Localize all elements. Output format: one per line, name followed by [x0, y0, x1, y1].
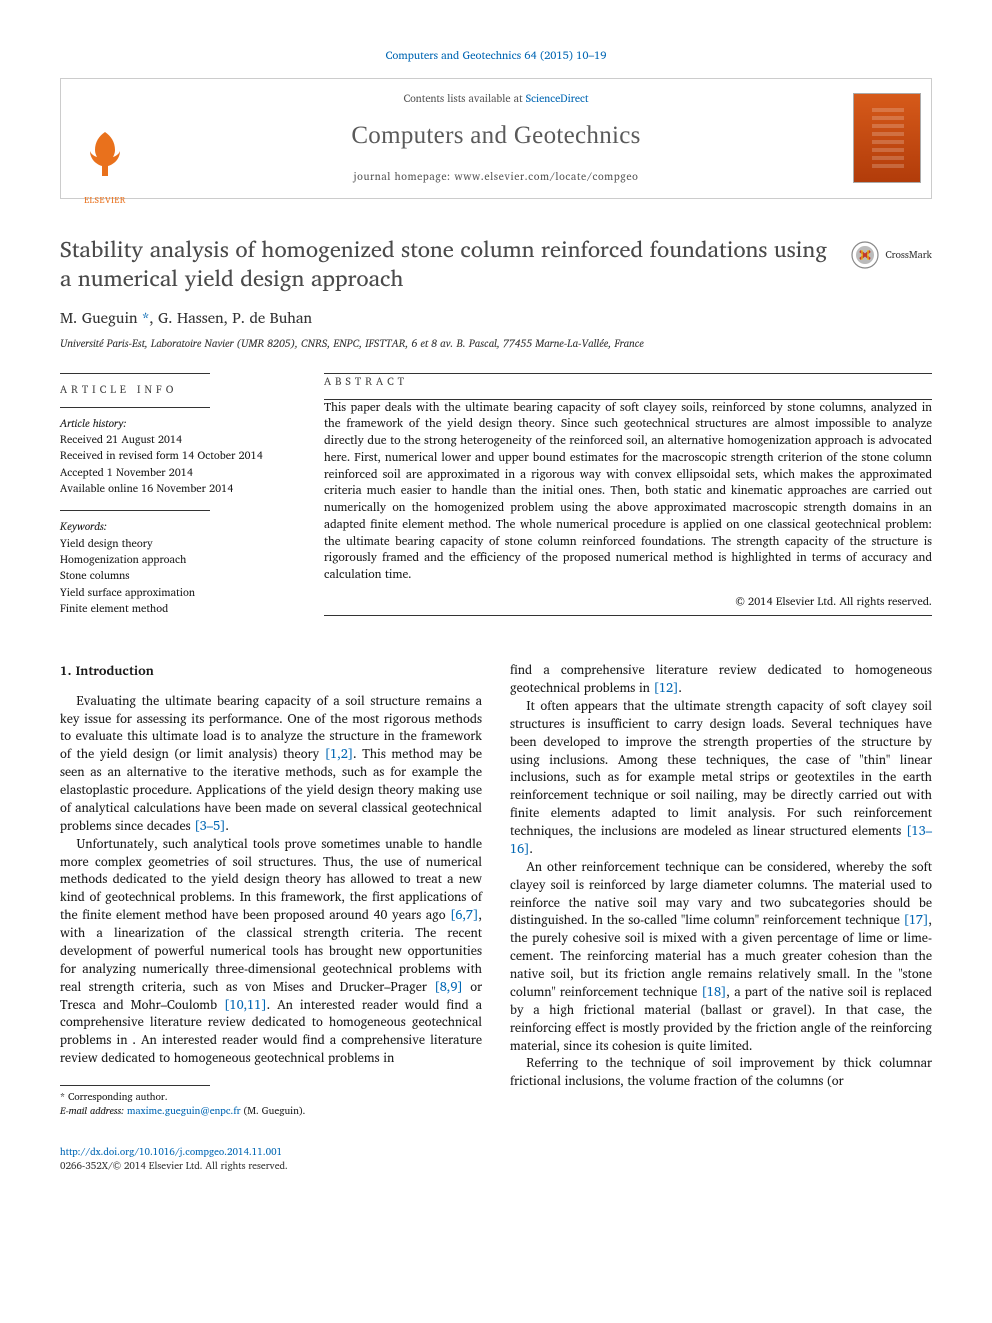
keywords-label: Keywords:: [60, 519, 290, 534]
crossmark-badge[interactable]: CrossMark: [851, 235, 932, 269]
keyword: Yield surface approximation: [60, 585, 290, 600]
publisher-logo-cell: ELSEVIER: [61, 79, 149, 198]
sciencedirect-link[interactable]: ScienceDirect: [526, 89, 589, 107]
abstract-column: abstract This paper deals with the ultim…: [324, 373, 932, 618]
author-3: P. de Buhan: [232, 305, 312, 330]
journal-header-center: Contents lists available at ScienceDirec…: [149, 79, 843, 198]
affiliation: Université Paris-Est, Laboratoire Navier…: [60, 336, 932, 351]
author-list: M. Gueguin *, G. Hassen, P. de Buhan: [60, 307, 932, 328]
body-paragraph-continued: find a comprehensive literature review d…: [510, 661, 932, 697]
corresponding-marker[interactable]: *: [142, 305, 150, 330]
article-info-column: article info Article history: Received 2…: [60, 373, 290, 618]
body-two-column: 1. Introduction Evaluating the ultimate …: [60, 661, 932, 1118]
issn-copyright: 0266-352X/© 2014 Elsevier Ltd. All right…: [60, 1158, 288, 1174]
publisher-label: ELSEVIER: [77, 194, 133, 206]
body-paragraph: Evaluating the ultimate bearing capacity…: [60, 692, 482, 835]
history-item: Received 21 August 2014: [60, 432, 290, 447]
abstract-copyright: © 2014 Elsevier Ltd. All rights reserved…: [324, 594, 932, 610]
elsevier-tree-icon: ELSEVIER: [77, 128, 133, 188]
footer-doi-block: http://dx.doi.org/10.1016/j.compgeo.2014…: [60, 1146, 932, 1174]
email-link[interactable]: maxime.gueguin@enpc.fr: [127, 1103, 241, 1119]
abstract-text: This paper deals with the ultimate beari…: [324, 400, 932, 584]
body-paragraph: It often appears that the ultimate stren…: [510, 697, 932, 858]
journal-title: Computers and Geotechnics: [159, 118, 833, 154]
paper-title: Stability analysis of homogenized stone …: [60, 235, 833, 293]
journal-header-box: ELSEVIER Contents lists available at Sci…: [60, 78, 932, 199]
author-2: G. Hassen: [158, 305, 224, 330]
body-paragraph: Unfortunately, such analytical tools pro…: [60, 835, 482, 1067]
body-paragraph: Referring to the technique of soil impro…: [510, 1054, 932, 1090]
abstract-heading: abstract: [324, 374, 932, 389]
contents-prefix: Contents lists available at: [404, 89, 526, 107]
history-item: Available online 16 November 2014: [60, 481, 290, 496]
contents-available-line: Contents lists available at ScienceDirec…: [159, 91, 833, 106]
keyword: Homogenization approach: [60, 552, 290, 567]
homepage-prefix: journal homepage:: [354, 167, 455, 185]
history-item: Received in revised form 14 October 2014: [60, 448, 290, 463]
footnote-email: E-mail address: maxime.gueguin@enpc.fr (…: [60, 1104, 482, 1118]
article-info-heading: article info: [60, 382, 290, 397]
keyword: Finite element method: [60, 601, 290, 616]
homepage-url[interactable]: www.elsevier.com/locate/compgeo: [454, 167, 638, 185]
crossmark-label: CrossMark: [885, 248, 932, 262]
journal-homepage-line: journal homepage: www.elsevier.com/locat…: [159, 169, 833, 184]
footnote-block: * Corresponding author. E-mail address: …: [60, 1090, 482, 1118]
journal-cover-thumbnail: [853, 93, 921, 183]
citation-header: Computers and Geotechnics 64 (2015) 10–1…: [60, 48, 932, 64]
history-item: Accepted 1 November 2014: [60, 465, 290, 480]
history-label: Article history:: [60, 416, 290, 431]
crossmark-icon: [851, 241, 879, 269]
footnote-corresponding: * Corresponding author.: [60, 1090, 482, 1104]
section-heading-intro: 1. Introduction: [60, 661, 482, 679]
journal-cover-cell: [843, 79, 931, 198]
body-paragraph: An other reinforcement technique can be …: [510, 858, 932, 1055]
author-1: M. Gueguin: [60, 305, 138, 330]
keyword: Yield design theory: [60, 536, 290, 551]
footnote-rule: [60, 1085, 210, 1086]
keyword: Stone columns: [60, 568, 290, 583]
